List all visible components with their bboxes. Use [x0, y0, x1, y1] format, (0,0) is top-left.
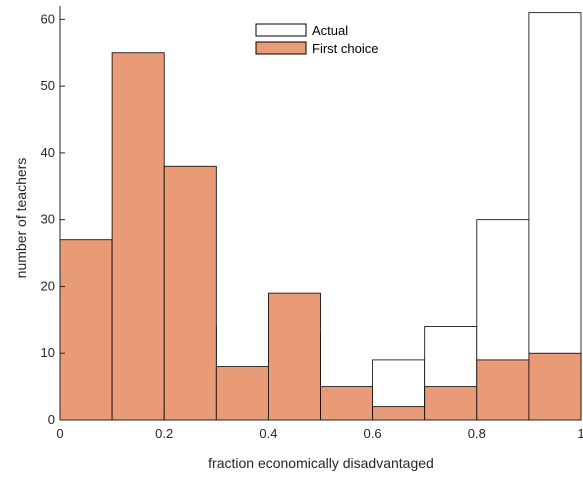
first-choice-bar [111, 52, 165, 421]
y-tick-label: 60 [41, 11, 55, 26]
y-tick-label: 0 [48, 412, 55, 427]
x-tick-label: 0.8 [468, 426, 486, 441]
first-choice-bar [476, 359, 530, 421]
x-tick-label: 0.4 [259, 426, 277, 441]
x-tick-label: 1 [577, 426, 583, 441]
first-choice-bar [163, 165, 217, 421]
y-tick-label: 10 [41, 345, 55, 360]
x-tick-label: 0.6 [364, 426, 382, 441]
y-tick-label: 30 [41, 212, 55, 227]
first-choice-bar [215, 366, 269, 421]
x-tick-label: 0.2 [155, 426, 173, 441]
x-tick-label: 0 [56, 426, 63, 441]
first-choice-bar [267, 292, 321, 421]
legend: Actual First choice [255, 23, 378, 56]
first-choice-bar [424, 386, 478, 421]
first-choice-bar [528, 352, 582, 421]
first-choice-bar [320, 386, 373, 421]
legend-swatch-first-choice [255, 41, 307, 55]
y-axis-label: number of teachers [13, 158, 29, 279]
legend-swatch-actual [255, 23, 307, 37]
y-tick-label: 50 [41, 78, 55, 93]
y-tick-label: 40 [41, 145, 55, 160]
first-choice-bar [59, 239, 113, 421]
first-choice-bar [372, 406, 426, 421]
legend-label-first-choice: First choice [312, 41, 378, 56]
x-axis-label: fraction economically disadvantaged [208, 455, 434, 471]
actual-bar [528, 12, 582, 421]
legend-label-actual: Actual [312, 23, 348, 38]
first-choice-series [59, 52, 582, 421]
y-tick-label: 20 [41, 278, 55, 293]
